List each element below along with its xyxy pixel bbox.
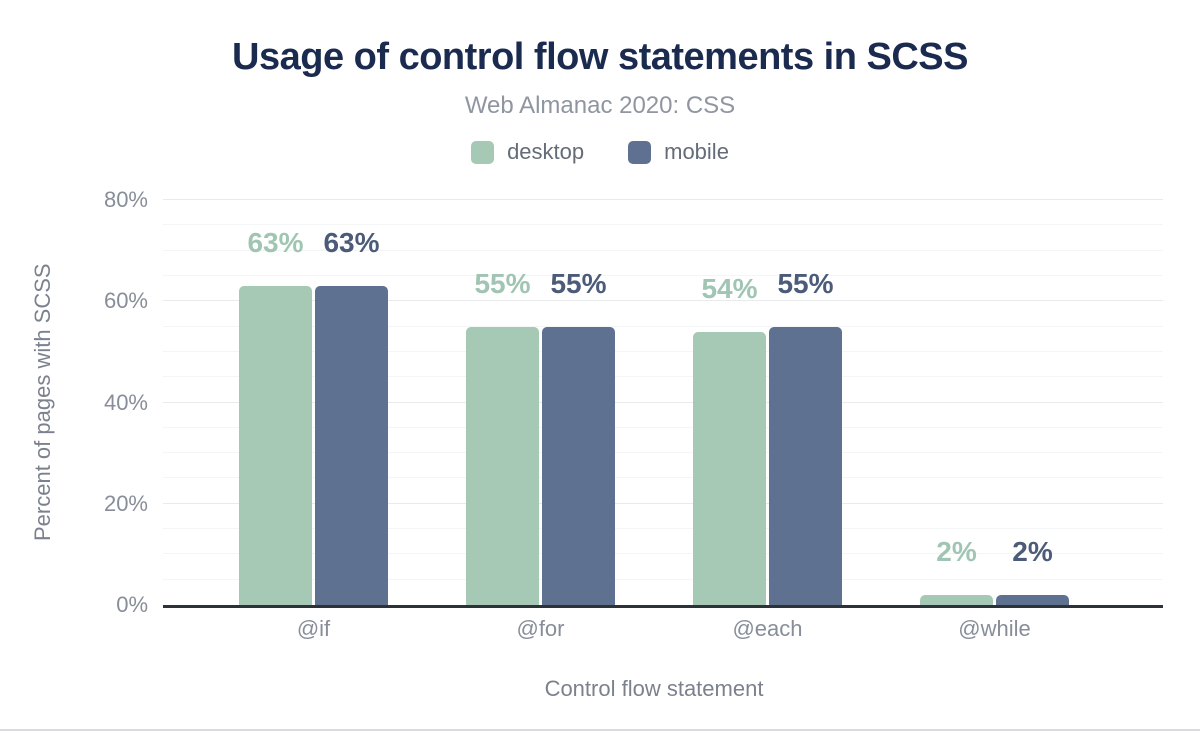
gridline-minor	[163, 426, 1163, 428]
chart-subtitle: Web Almanac 2020: CSS	[464, 92, 736, 119]
legend-label-desktop: desktop	[507, 139, 585, 164]
gridline-minor	[163, 350, 1163, 352]
value-label-desktop-each: 54%	[701, 272, 758, 304]
bar-slot-desktop: 55%	[466, 200, 539, 605]
value-label-desktop-for: 55%	[474, 267, 531, 299]
bar-slot-mobile: 63%	[315, 200, 388, 605]
gridline-major	[163, 300, 1163, 302]
value-label-mobile-if: 63%	[323, 227, 380, 259]
bar-mobile-while	[996, 594, 1069, 605]
x-category-label-if: @if	[296, 616, 331, 641]
legend-item-mobile: mobile	[628, 139, 729, 165]
bar-mobile-if	[315, 286, 388, 605]
plot-area: 63% 63% 55% 55% 54% 55% 2% 2%	[163, 199, 1163, 605]
bar-desktop-while	[920, 594, 993, 605]
y-tick-label: 40%	[103, 389, 148, 415]
gridline-minor	[163, 325, 1163, 327]
bar-group-if: 63% 63%	[200, 200, 427, 605]
bar-slot-mobile: 2%	[996, 200, 1069, 605]
x-axis-category-labels: @if @for @each @while	[163, 616, 1163, 642]
bottom-divider	[0, 729, 1200, 731]
gridline-major	[163, 401, 1163, 403]
bar-mobile-each	[769, 326, 842, 605]
y-tick-label: 80%	[103, 187, 148, 212]
bar-desktop-each	[693, 331, 766, 605]
gridline-minor	[163, 452, 1163, 454]
value-label-mobile-each: 55%	[777, 267, 834, 299]
bar-group-while: 2% 2%	[881, 200, 1108, 605]
gridline-minor	[163, 477, 1163, 479]
x-category-label-while: @while	[958, 616, 1031, 641]
gridline-minor	[163, 249, 1163, 251]
bar-desktop-if	[239, 286, 312, 605]
bar-slot-mobile: 55%	[769, 200, 842, 605]
value-label-desktop-if: 63%	[247, 227, 304, 259]
x-category-label-each: @each	[732, 616, 803, 641]
gridline-minor	[163, 224, 1163, 226]
value-label-mobile-for: 55%	[550, 267, 607, 299]
legend-swatch-desktop	[471, 140, 495, 164]
gridline-major	[163, 502, 1163, 504]
y-tick-label: 60%	[103, 288, 148, 314]
legend-swatch-mobile	[628, 140, 652, 164]
legend-label-mobile: mobile	[664, 139, 729, 164]
gridline-minor	[163, 528, 1163, 530]
gridline-minor	[163, 578, 1163, 580]
bar-slot-desktop: 63%	[239, 200, 312, 605]
gridline-minor	[163, 274, 1163, 276]
x-axis-title: Control flow statement	[544, 676, 764, 701]
bar-slot-desktop: 54%	[693, 200, 766, 605]
bar-group-each: 54% 55%	[654, 200, 881, 605]
bar-mobile-for	[542, 326, 615, 605]
bar-desktop-for	[466, 326, 539, 605]
bar-group-for: 55% 55%	[427, 200, 654, 605]
x-axis-line	[163, 605, 1163, 608]
x-category-label-for: @for	[516, 616, 565, 641]
gridline-minor	[163, 376, 1163, 378]
y-axis-ticks: 0% 20% 40% 60% 80%	[0, 187, 148, 617]
y-tick-label: 0%	[116, 592, 148, 617]
bar-slot-mobile: 55%	[542, 200, 615, 605]
gridline-minor	[163, 553, 1163, 555]
bar-slot-desktop: 2%	[920, 200, 993, 605]
legend: desktop mobile	[0, 139, 1200, 165]
value-label-mobile-while: 2%	[1012, 535, 1053, 567]
legend-item-desktop: desktop	[471, 139, 584, 165]
value-label-desktop-while: 2%	[936, 535, 977, 567]
chart-title: Usage of control flow statements in SCSS	[232, 36, 968, 78]
gridline-major	[163, 199, 1163, 200]
y-tick-label: 20%	[103, 490, 148, 516]
